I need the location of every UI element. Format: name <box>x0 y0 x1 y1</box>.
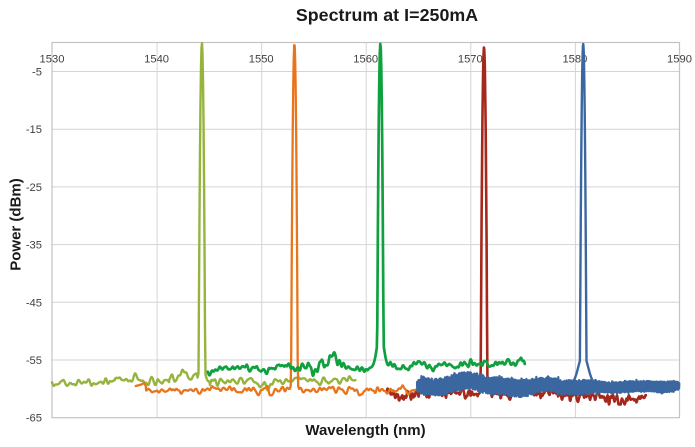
svg-text:1570: 1570 <box>458 54 483 66</box>
svg-text:1580: 1580 <box>562 54 587 66</box>
svg-text:-5: -5 <box>32 67 42 79</box>
svg-text:Spectrum at I=250mA: Spectrum at I=250mA <box>296 5 478 25</box>
svg-text:1550: 1550 <box>249 54 274 66</box>
svg-text:-25: -25 <box>26 182 42 194</box>
svg-text:1590: 1590 <box>667 54 692 66</box>
svg-text:-15: -15 <box>26 124 42 136</box>
svg-text:-55: -55 <box>26 355 42 367</box>
svg-text:-45: -45 <box>26 297 42 309</box>
svg-text:1530: 1530 <box>40 54 65 66</box>
svg-text:-65: -65 <box>26 413 42 425</box>
svg-text:1540: 1540 <box>144 54 169 66</box>
svg-text:-35: -35 <box>26 240 42 252</box>
svg-text:1560: 1560 <box>353 54 378 66</box>
svg-text:Power (dBm): Power (dBm) <box>8 178 25 271</box>
svg-text:Wavelength (nm): Wavelength (nm) <box>305 422 425 439</box>
